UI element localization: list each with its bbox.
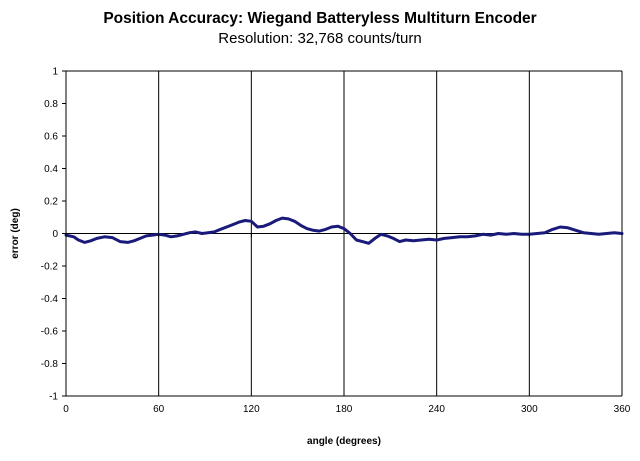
y-tick-label-0: 1 [52,67,58,78]
y-tick-label-9: -0.8 [41,359,59,370]
y-tick-label-7: -0.4 [41,294,59,305]
x-tick-label-60: 60 [153,404,165,415]
x-axis-title: angle (degrees) [307,436,381,447]
y-tick-label-5: 0 [52,229,58,240]
y-tick-label-6: -0.2 [41,262,59,273]
series-layer [64,216,624,245]
x-tick-labels: 0 60 120 180 240 300 360 [63,233,631,415]
x-tick-label-120: 120 [243,404,260,415]
x-tick-label-240: 240 [428,404,445,415]
y-tick-labels: 1 0.8 0.6 0.4 0.2 0 -0.2 -0.4 -0.6 -0.8 -1 [41,67,66,403]
y-tick-label-3: 0.4 [44,164,58,175]
x-tick-label-180: 180 [336,404,353,415]
y-tick-label-4: 0.2 [44,197,58,208]
chart-title: Position Accuracy: Wiegand Batteryless M… [103,10,537,27]
y-tick-label-1: 0.8 [44,99,58,110]
y-tick-label-10: -1 [49,392,58,403]
x-tick-label-0: 0 [63,404,69,415]
x-tick-label-360: 360 [614,404,631,415]
chart-subtitle: Resolution: 32,768 counts/turn [218,30,422,47]
y-tick-label-2: 0.6 [44,132,58,143]
x-tick-label-300: 300 [521,404,538,415]
series-line-0 [64,216,624,245]
y-tick-label-8: -0.6 [41,327,59,338]
y-axis-title: error (deg) [10,208,21,259]
